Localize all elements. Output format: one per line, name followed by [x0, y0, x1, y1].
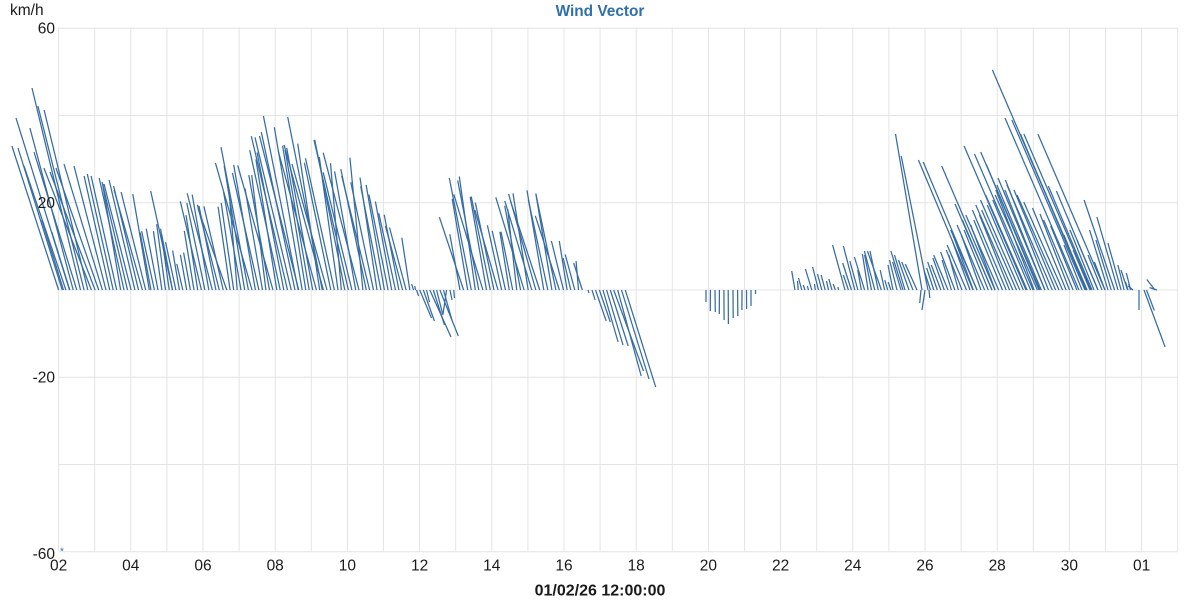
svg-text:01: 01 [1133, 558, 1150, 575]
svg-text:08: 08 [267, 558, 284, 575]
svg-text:30: 30 [1061, 558, 1079, 575]
svg-text:14: 14 [483, 558, 501, 575]
svg-text:20: 20 [38, 195, 56, 212]
svg-text:Wind Vector: Wind Vector [556, 3, 645, 20]
svg-text:24: 24 [844, 558, 862, 575]
svg-text:01/02/26 12:00:00: 01/02/26 12:00:00 [535, 583, 666, 600]
svg-text:-20: -20 [33, 369, 56, 386]
svg-text:28: 28 [989, 558, 1006, 575]
svg-text:20: 20 [700, 558, 718, 575]
svg-text:26: 26 [916, 558, 933, 575]
svg-text:06: 06 [194, 558, 211, 575]
svg-text:10: 10 [339, 558, 357, 575]
svg-text:16: 16 [555, 558, 572, 575]
svg-text:04: 04 [122, 558, 140, 575]
svg-text:12: 12 [411, 558, 428, 575]
svg-text:*: * [60, 547, 64, 558]
svg-text:22: 22 [772, 558, 789, 575]
svg-text:02: 02 [50, 558, 67, 575]
svg-text:-60: -60 [33, 546, 56, 563]
svg-text:km/h: km/h [10, 2, 44, 19]
svg-text:18: 18 [628, 558, 645, 575]
svg-text:60: 60 [38, 21, 56, 38]
